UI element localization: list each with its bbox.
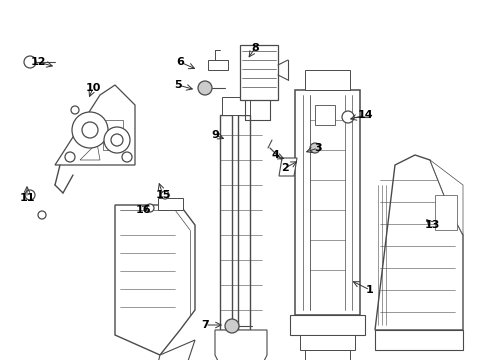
Text: 11: 11 bbox=[19, 193, 35, 203]
Circle shape bbox=[161, 191, 169, 199]
Circle shape bbox=[111, 134, 123, 146]
Circle shape bbox=[38, 211, 46, 219]
Circle shape bbox=[122, 152, 132, 162]
Bar bbox=[305, 70, 350, 90]
Text: 15: 15 bbox=[155, 190, 171, 200]
Circle shape bbox=[342, 111, 354, 123]
Polygon shape bbox=[115, 205, 195, 355]
Text: 13: 13 bbox=[424, 220, 440, 230]
Bar bbox=[220, 115, 232, 330]
Polygon shape bbox=[279, 158, 297, 176]
Polygon shape bbox=[55, 85, 135, 165]
Polygon shape bbox=[215, 330, 267, 360]
Text: 12: 12 bbox=[30, 57, 46, 67]
Polygon shape bbox=[375, 155, 463, 330]
Circle shape bbox=[25, 190, 35, 200]
Bar bbox=[295, 90, 360, 315]
Circle shape bbox=[65, 152, 75, 162]
Circle shape bbox=[24, 56, 36, 68]
Text: 3: 3 bbox=[314, 143, 322, 153]
Bar bbox=[290, 315, 365, 335]
Bar bbox=[240, 45, 278, 100]
Text: 10: 10 bbox=[85, 83, 100, 93]
Polygon shape bbox=[155, 340, 195, 360]
Text: 9: 9 bbox=[211, 130, 219, 140]
Bar bbox=[238, 115, 250, 330]
Text: 1: 1 bbox=[366, 285, 374, 295]
Polygon shape bbox=[430, 160, 463, 235]
Text: 8: 8 bbox=[251, 43, 259, 53]
Text: 7: 7 bbox=[201, 320, 209, 330]
Circle shape bbox=[72, 112, 108, 148]
Circle shape bbox=[82, 122, 98, 138]
Circle shape bbox=[310, 143, 320, 153]
Polygon shape bbox=[80, 143, 100, 160]
Text: 5: 5 bbox=[174, 80, 182, 90]
Polygon shape bbox=[305, 350, 350, 360]
Polygon shape bbox=[103, 120, 123, 150]
Circle shape bbox=[104, 127, 130, 153]
Bar bbox=[300, 335, 355, 350]
Bar bbox=[222, 97, 250, 115]
Text: 16: 16 bbox=[135, 205, 151, 215]
Circle shape bbox=[71, 106, 79, 114]
Circle shape bbox=[146, 204, 154, 212]
Bar bbox=[208, 60, 228, 70]
Polygon shape bbox=[315, 105, 335, 125]
Circle shape bbox=[198, 81, 212, 95]
Bar bbox=[158, 198, 183, 210]
Text: 6: 6 bbox=[176, 57, 184, 67]
Bar bbox=[435, 195, 457, 230]
Circle shape bbox=[225, 319, 239, 333]
Text: 4: 4 bbox=[271, 150, 279, 160]
Text: 2: 2 bbox=[281, 163, 289, 173]
Text: 14: 14 bbox=[357, 110, 373, 120]
Bar bbox=[375, 330, 463, 350]
